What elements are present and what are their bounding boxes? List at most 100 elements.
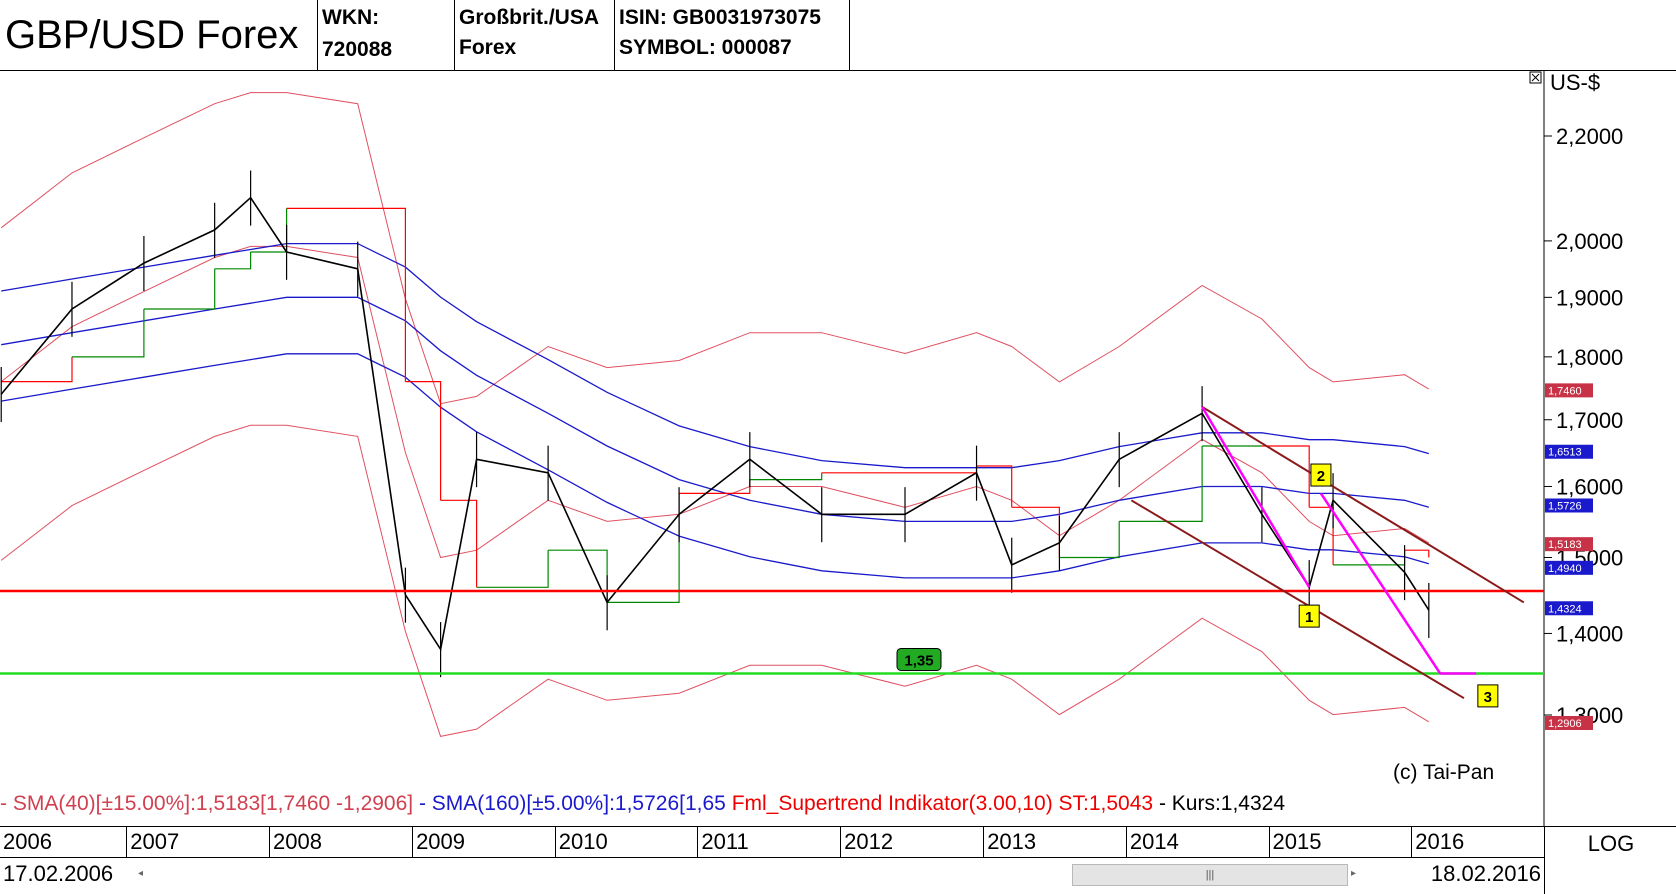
y-tick-label: 2,0000 xyxy=(1556,229,1623,254)
supertrend-segment xyxy=(607,493,680,603)
supertrend-segment xyxy=(905,466,978,474)
log-scale-toggle[interactable]: LOG xyxy=(1544,826,1676,894)
tag-sma160-lower: 1,4940 xyxy=(1548,563,1582,575)
tag-sma160-upper-box xyxy=(1545,444,1593,459)
isin-cell: ISIN: GB0031973075 SYMBOL: 000087 xyxy=(615,0,850,70)
projection-leg-1 xyxy=(1201,406,1311,588)
tag-sma40-value-box xyxy=(1545,537,1593,552)
supertrend-segment xyxy=(143,268,216,310)
country-cell: Großbrit./USA Forex xyxy=(455,0,615,70)
tag-sma40-upper-box xyxy=(1545,383,1593,398)
legend-kurs: - Kurs:1,4324 xyxy=(1158,792,1286,815)
year-label: 2007 xyxy=(126,827,269,857)
year-label: 2008 xyxy=(268,827,412,857)
y-tick-label: 1,6000 xyxy=(1556,474,1623,499)
wave-label-3: 3 xyxy=(1484,689,1492,706)
symbol-label: SYMBOL: 000087 xyxy=(619,36,792,59)
year-label: 2009 xyxy=(412,827,555,857)
y-axis: 2,20002,00001,90001,80001,70001,60001,50… xyxy=(1544,124,1623,728)
channel-upper xyxy=(1201,406,1525,604)
y-tick-label: 1,8000 xyxy=(1556,345,1623,370)
tag-sma160-value: 1,5726 xyxy=(1548,500,1582,512)
isin-label: ISIN: GB0031973075 xyxy=(619,6,821,29)
supertrend-segment xyxy=(749,472,823,481)
support-lines xyxy=(0,589,1544,675)
legend-sma40: - SMA(40)[±15.00%]:1,5183[1,7460 -1,2906… xyxy=(0,792,414,815)
year-label: 2013 xyxy=(983,827,1126,857)
y-tick-label: 1,9000 xyxy=(1556,285,1623,310)
wave-label-2: 2 xyxy=(1317,468,1325,485)
scroll-left-icon[interactable]: ◂ xyxy=(138,868,144,879)
wkn-label: WKN: 720088 xyxy=(318,0,455,70)
wave-label-1: 1 xyxy=(1305,609,1313,626)
supertrend-segment xyxy=(214,252,252,270)
supertrend-segment xyxy=(1119,446,1203,522)
price-chart: 2,20002,00001,90001,80001,70001,60001,50… xyxy=(0,70,1623,826)
year-label: 2011 xyxy=(697,827,840,857)
copyright: (c) Tai-Pan xyxy=(1393,761,1495,784)
year-label: 2015 xyxy=(1268,827,1412,857)
wave-label-2-box xyxy=(1310,463,1332,487)
legend-sma160: - SMA(160)[±5.00%]:1,5726[1,65 xyxy=(418,792,726,815)
sma40-upper-band xyxy=(0,92,1430,405)
tag-sma160-lower-box xyxy=(1545,560,1593,575)
projection-leg-2 xyxy=(1319,492,1442,675)
supertrend-segment xyxy=(1,356,73,383)
supertrend-segment xyxy=(72,309,145,358)
tag-sma160-upper: 1,6513 xyxy=(1548,447,1582,459)
chart-header: GBP/USD Forex WKN: 720088 Großbrit./USA … xyxy=(0,0,1676,71)
sma160-line xyxy=(1,296,1429,523)
supertrend-segment xyxy=(1261,445,1310,508)
year-label: 2010 xyxy=(554,827,698,857)
close-icon[interactable] xyxy=(1529,71,1542,84)
supertrend-segment xyxy=(1404,549,1430,558)
date-range-bar: 17.02.2006 ◂ ||| ▸ 18.02.2016 xyxy=(0,857,1544,894)
y-tick-label: 1,7000 xyxy=(1556,408,1623,433)
supertrend-segment xyxy=(250,208,288,253)
tag-sma40-value: 1,5183 xyxy=(1548,539,1582,551)
end-date: 18.02.2016 xyxy=(1430,861,1541,886)
sma40-line xyxy=(0,245,1430,559)
price-line xyxy=(0,196,1430,652)
country-line2: Forex xyxy=(459,36,517,59)
chart-title: GBP/USD Forex xyxy=(0,0,318,70)
y-tick-label: 1,4000 xyxy=(1556,621,1623,646)
tag-sma40-lower-box xyxy=(1545,715,1593,730)
year-label: 2006 xyxy=(3,829,52,854)
y-tick-label: 2,2000 xyxy=(1556,124,1623,149)
support-green-label-box xyxy=(896,647,942,671)
year-label: 2016 xyxy=(1411,827,1544,857)
scroll-thumb[interactable]: ||| xyxy=(1072,864,1348,886)
wave-label-3-box xyxy=(1477,684,1499,708)
sma40-lower-band xyxy=(0,424,1430,737)
supertrend-segment xyxy=(1333,550,1406,566)
supertrend-segment xyxy=(1059,521,1120,559)
tag-sma40-lower: 1,2906 xyxy=(1548,718,1582,730)
supertrend-segment xyxy=(976,465,1013,508)
scroll-right-icon[interactable]: ▸ xyxy=(1350,868,1356,879)
sma160-upper-band xyxy=(1,242,1429,469)
sma160-lower-band xyxy=(1,353,1429,579)
legend-supertrend: Fml_Supertrend Indikator(3.00,10) ST:1,5… xyxy=(731,792,1154,815)
tag-last-price-box xyxy=(1545,601,1593,616)
tag-sma160-value-box xyxy=(1545,498,1593,513)
country-line1: Großbrit./USA xyxy=(459,6,599,29)
start-date: 17.02.2006 xyxy=(3,861,114,886)
supertrend-segment xyxy=(357,207,406,382)
wave-label-1-box xyxy=(1298,604,1320,628)
series-layer xyxy=(0,92,1430,737)
year-label: 2014 xyxy=(1125,827,1269,857)
tag-sma40-upper: 1,7460 xyxy=(1548,385,1582,397)
tag-last-price: 1,4324 xyxy=(1548,603,1582,615)
supertrend-segment xyxy=(548,549,608,603)
supertrend-segment xyxy=(440,499,478,588)
supertrend-segment xyxy=(476,550,549,588)
y-axis-unit: US-$ xyxy=(1550,70,1600,95)
x-axis-years: 2006 2007 2008 2009 2010 2011 2012 2013 2014 2015… xyxy=(0,826,1544,857)
trend-channel xyxy=(1130,406,1525,700)
chart-labels: 1,35 1 2 3 1,7460 1,6513 1,5726 1,5183 1,4940 1,4… xyxy=(896,383,1593,730)
channel-lower xyxy=(1130,499,1465,700)
supertrend-segment xyxy=(405,381,442,501)
legend: - SMA(40)[±15.00%]:1,5183[1,7460 -1,2906… xyxy=(0,792,1544,816)
time-scrollbar[interactable]: ◂ ||| ▸ xyxy=(138,864,1356,886)
